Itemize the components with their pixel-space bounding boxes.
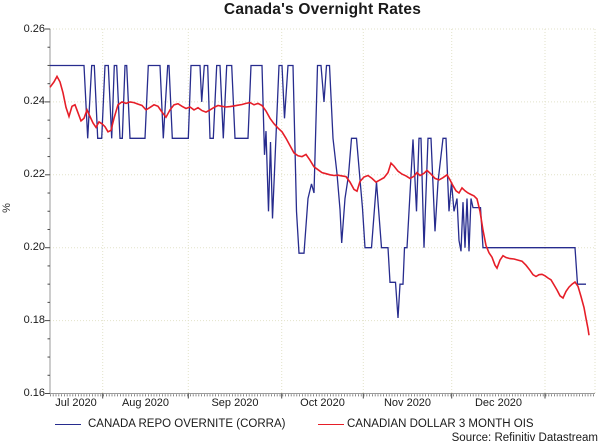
- y-tick-label: 0.24: [23, 95, 45, 108]
- legend-swatch-ois: [318, 424, 344, 425]
- legend-label-corra: CANADA REPO OVERNITE (CORRA): [88, 417, 286, 430]
- x-tick-label: Nov 2020: [383, 397, 432, 409]
- chart-title: Canada's Overnight Rates: [223, 1, 422, 18]
- y-tick-label: 0.20: [23, 241, 45, 254]
- y-tick-label: 0.22: [23, 168, 45, 181]
- x-tick-label: Aug 2020: [121, 397, 170, 409]
- x-tick-label: Sep 2020: [211, 397, 259, 409]
- y-tick-label: 0.26: [23, 22, 45, 35]
- y-tick-label: 0.16: [23, 387, 45, 399]
- legend-swatch-corra: [55, 424, 81, 425]
- source-credit: Source: Refinitiv Datastream: [451, 432, 598, 444]
- legend-label-ois: CANADIAN DOLLAR 3 MONTH OIS: [347, 417, 534, 430]
- x-tick-label: Jul 2020: [55, 397, 97, 409]
- y-tick-label: 0.18: [23, 314, 45, 327]
- x-tick-label: Oct 2020: [300, 397, 345, 409]
- x-tick-label: Dec 2020: [474, 397, 523, 409]
